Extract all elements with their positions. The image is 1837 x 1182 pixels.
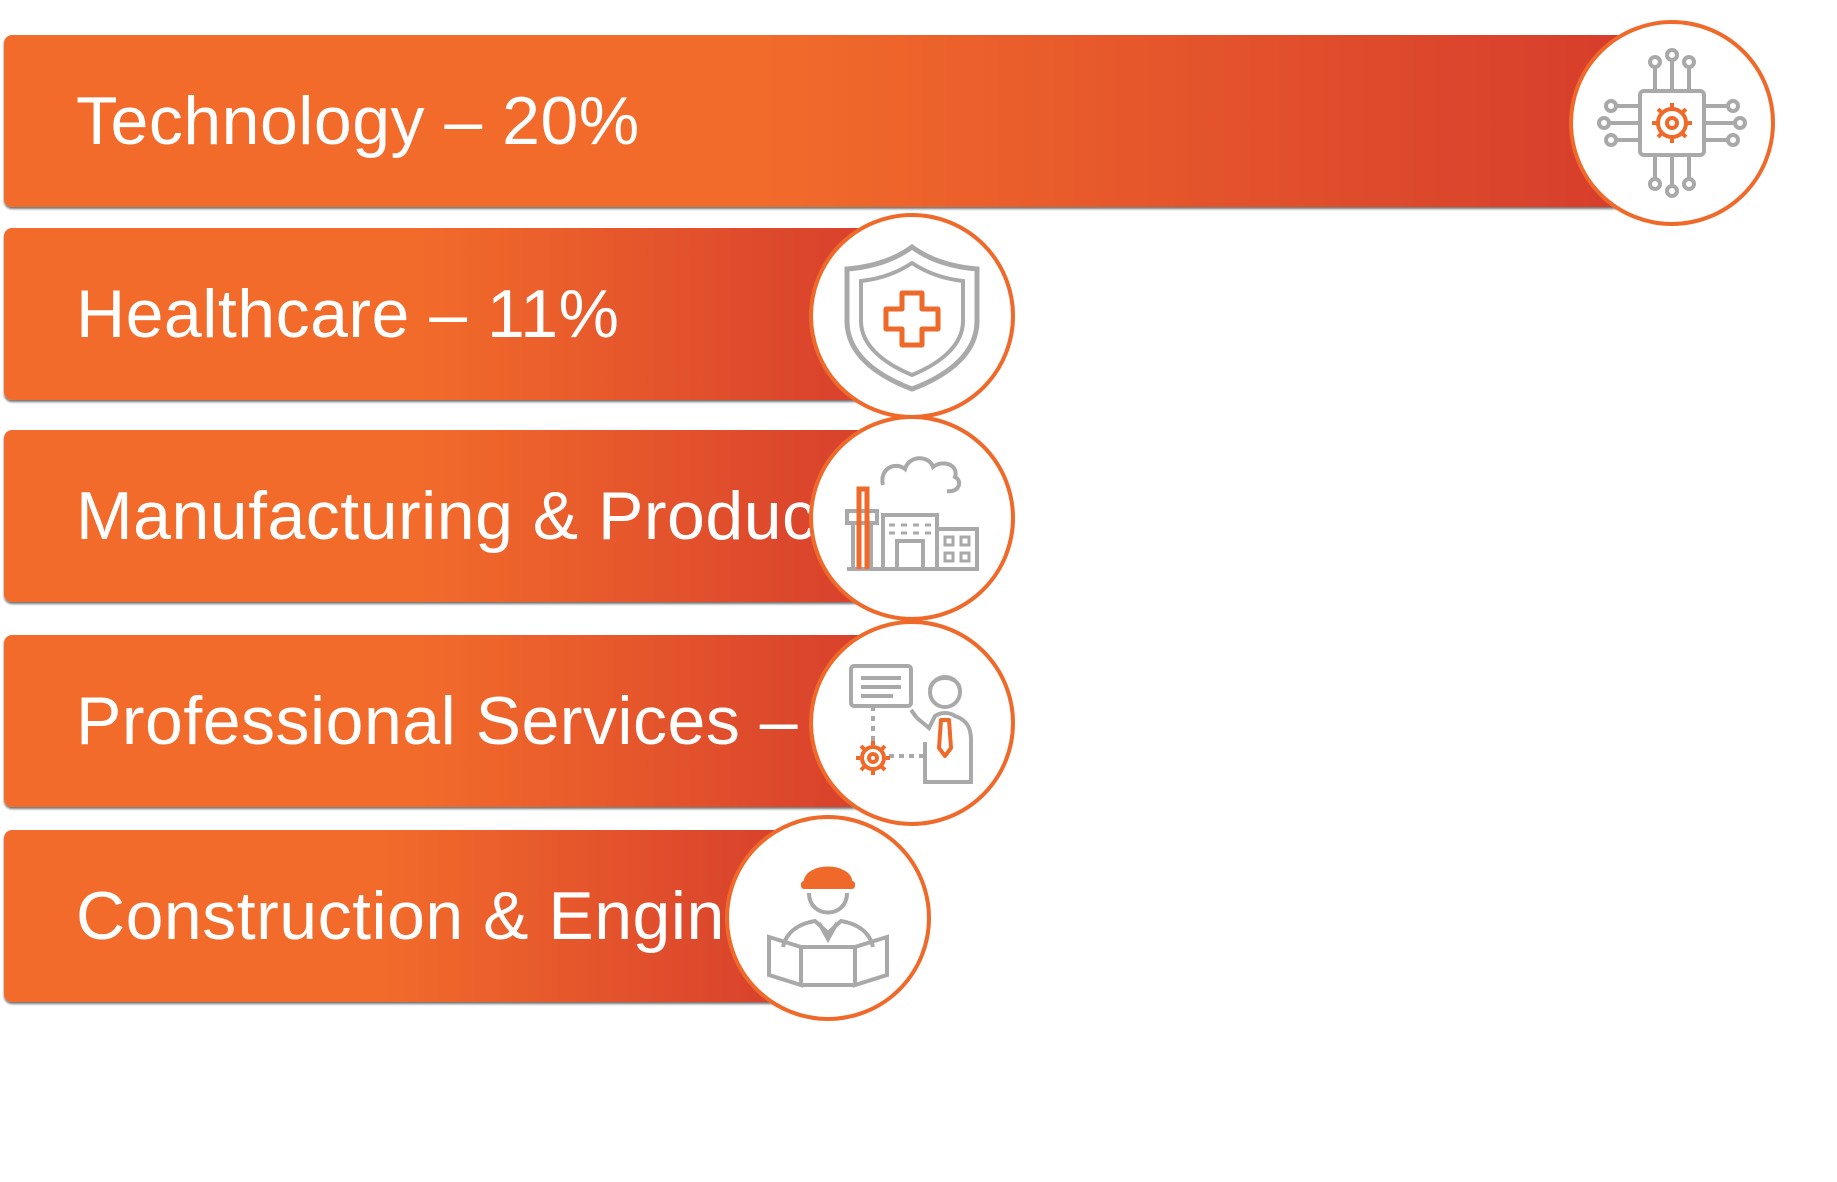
icon-badge [809,620,1015,826]
icon-badge [1569,20,1775,226]
engineer-hardhat-icon [767,866,889,988]
bar-label: Healthcare – 11% [76,276,620,352]
presenter-gear-icon [849,664,973,784]
bar-label: Construction & Engineering – 10% [76,878,1132,954]
icon-badge [809,415,1015,621]
bar-label: Technology – 20% [76,83,640,159]
icon-badge [809,213,1015,419]
bar-professional-services: Professional Services – 11% [4,635,950,807]
bar-healthcare: Healthcare – 11% [4,228,932,400]
bar-construction-engineering: Construction & Engineering – 10% [4,830,1131,1002]
factory-icon [845,456,979,571]
bar-manufacturing-production: Manufacturing & Production – 11% [4,430,1137,602]
chip-gear-icon [1597,48,1747,198]
icon-badge [725,815,931,1021]
shield-cross-icon [844,243,980,392]
bar-technology: Technology – 20% [4,35,1692,207]
bar-label: Professional Services – 11% [76,683,950,759]
